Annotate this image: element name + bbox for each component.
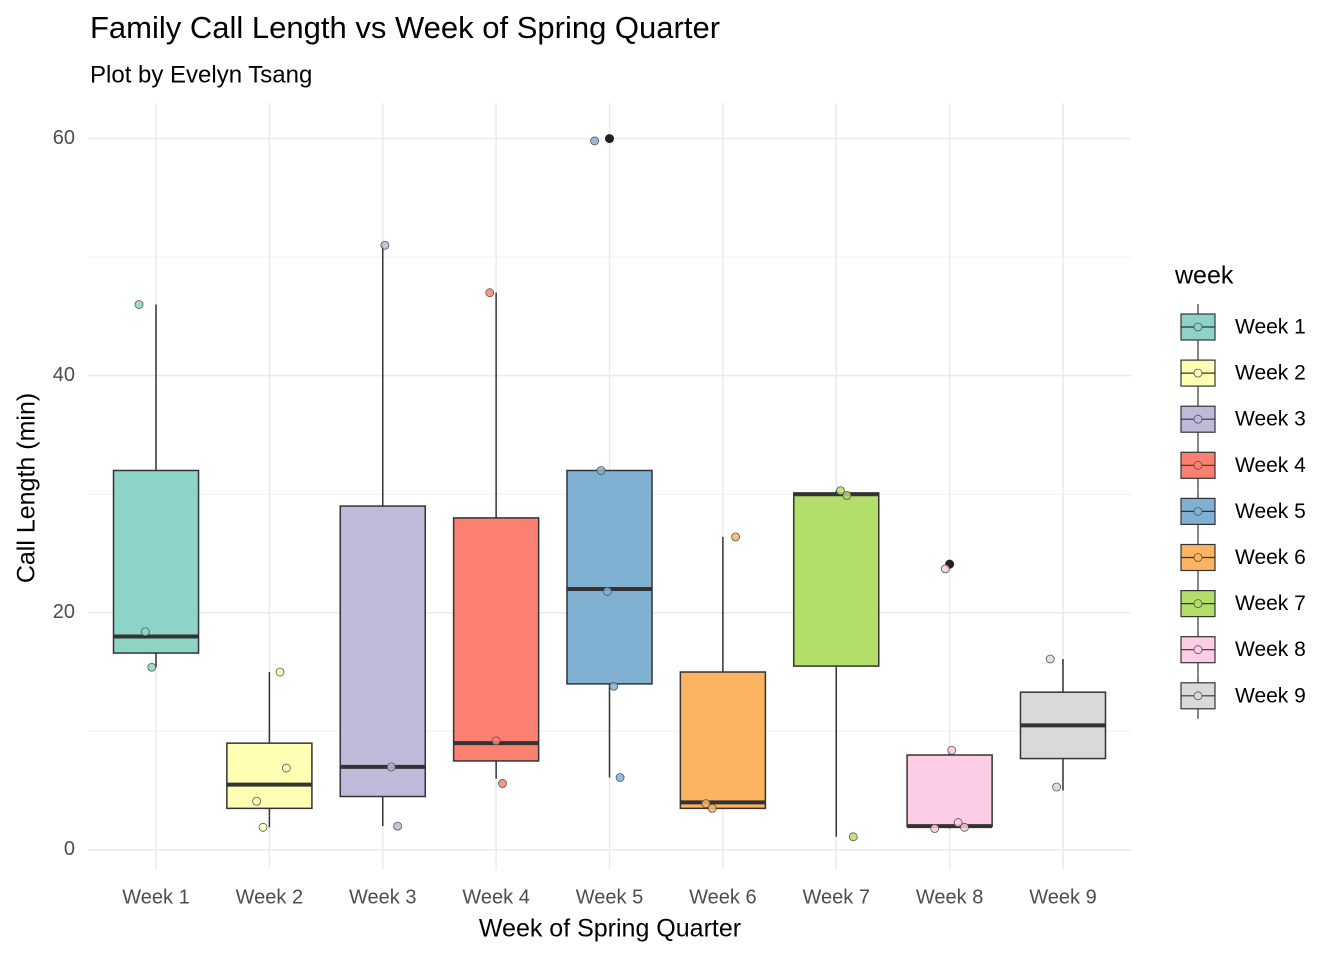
legend-label: Week 3: [1235, 408, 1306, 431]
chart-title: Family Call Length vs Week of Spring Qua…: [90, 10, 720, 45]
legend-point: [1193, 691, 1203, 701]
jitter-point: [836, 486, 845, 496]
jitter-point: [615, 773, 625, 782]
jitter-point: [842, 490, 852, 500]
box: [679, 671, 767, 810]
x-tick-label: Week 5: [576, 886, 643, 908]
legend-label: Week 7: [1235, 592, 1306, 615]
legend-point: [1193, 506, 1203, 516]
y-tick-label: 40: [53, 364, 75, 386]
jitter-point: [953, 818, 963, 827]
x-tick-label: Week 9: [1029, 886, 1096, 908]
jitter-point: [498, 779, 507, 788]
jitter-point: [134, 300, 144, 309]
x-tick-label: Week 2: [236, 886, 303, 908]
jitter-point: [1045, 654, 1055, 664]
legend-label: Week 5: [1235, 500, 1306, 523]
chart-subtitle: Plot by Evelyn Tsang: [90, 61, 312, 88]
box: [339, 505, 427, 798]
outlier: [605, 134, 614, 144]
legend-point: [1193, 599, 1203, 608]
jitter-point: [960, 822, 969, 832]
legend-title: week: [1174, 262, 1234, 290]
jitter-point: [258, 822, 268, 832]
x-tick-label: Week 6: [689, 886, 756, 908]
jitter-point: [380, 240, 390, 250]
jitter-point: [707, 803, 717, 813]
jitter-point: [281, 763, 291, 773]
jitter-point: [940, 564, 950, 574]
legend-label: Week 9: [1235, 684, 1306, 707]
jitter-point: [731, 532, 741, 542]
jitter-point: [275, 667, 285, 677]
x-tick-label: Week 7: [803, 886, 870, 908]
box: [226, 742, 313, 810]
box: [566, 469, 653, 685]
jitter-point: [140, 627, 150, 637]
legend-point: [1193, 460, 1203, 470]
legend-point: [1193, 645, 1203, 655]
jitter-point: [147, 662, 157, 672]
legend-label: Week 4: [1235, 454, 1306, 477]
box: [112, 469, 200, 654]
x-tick-label: Week 8: [916, 886, 983, 908]
jitter-point: [947, 745, 957, 755]
jitter-point: [491, 736, 501, 746]
x-tick-label: Week 1: [122, 886, 189, 908]
jitter-point: [485, 288, 495, 298]
legend-label: Week 8: [1235, 638, 1306, 661]
jitter-point: [930, 824, 940, 833]
legend-point: [1193, 414, 1203, 424]
legend-point: [1193, 368, 1203, 378]
jitter-point: [1052, 782, 1062, 792]
legend-label: Week 1: [1235, 316, 1306, 339]
jitter-point: [602, 587, 612, 596]
y-tick-label: 0: [64, 838, 75, 860]
y-tick-label: 60: [53, 127, 75, 149]
box: [452, 517, 540, 762]
x-tick-label: Week 4: [462, 886, 529, 908]
legend-point: [1193, 553, 1203, 562]
y-tick-label: 20: [53, 601, 75, 623]
legend-point: [1193, 322, 1203, 332]
box: [906, 754, 993, 827]
legend-label: Week 2: [1235, 362, 1306, 385]
jitter-point: [596, 466, 606, 475]
jitter-point: [386, 762, 396, 772]
jitter-point: [609, 681, 619, 691]
legend-label: Week 6: [1235, 546, 1306, 569]
jitter-point: [393, 821, 403, 831]
x-axis-label: Week of Spring Quarter: [479, 915, 741, 943]
box: [792, 492, 880, 667]
x-tick-label: Week 3: [349, 886, 416, 908]
jitter-point: [701, 799, 711, 809]
jitter-point: [252, 796, 262, 806]
jitter-point: [848, 832, 858, 842]
jitter-point: [590, 136, 600, 146]
y-axis-label: Call Length (min): [13, 393, 41, 583]
